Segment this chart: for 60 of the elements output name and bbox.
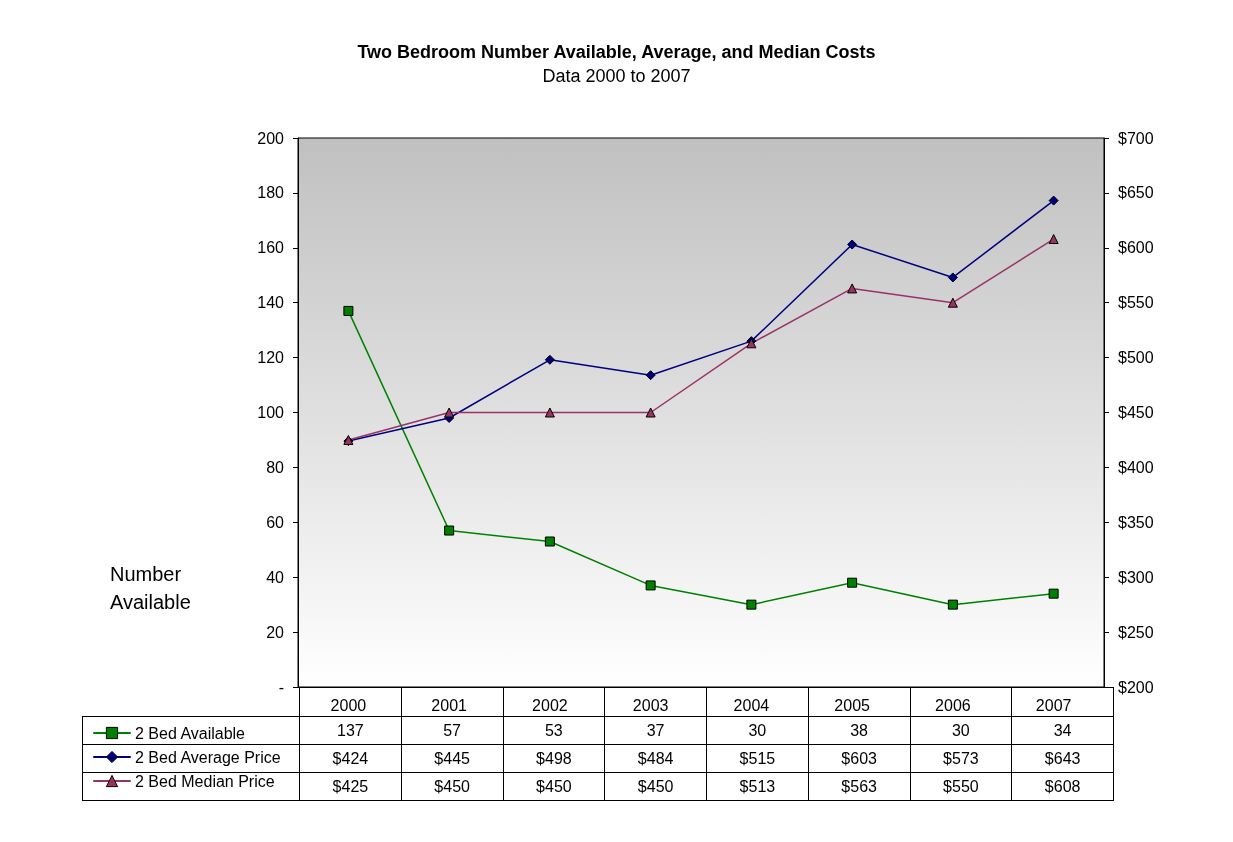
y2-tick-label: $250 <box>1118 623 1154 641</box>
data-label: $563 <box>808 772 910 801</box>
y2-tick-label: $450 <box>1118 404 1154 421</box>
data-label: 53 <box>503 716 605 745</box>
y-tick-label: 60 <box>266 513 285 531</box>
y2-tick-label: $650 <box>1118 184 1154 202</box>
y2-tick-label: $700 <box>1118 129 1154 147</box>
data-label: $550 <box>910 772 1012 801</box>
x-tick-label: 2001 <box>431 696 468 714</box>
y2-tick-label: $300 <box>1118 568 1154 586</box>
data-label: 30 <box>910 716 1012 745</box>
data-label: $450 <box>503 772 605 801</box>
data-label: $450 <box>401 772 503 801</box>
data-label: 30 <box>706 716 809 745</box>
y-tick-label: 140 <box>257 294 285 312</box>
x-tick-label: 2006 <box>935 696 971 714</box>
legend-label: 2 Bed Available <box>135 724 246 742</box>
chart-title: Two Bedroom Number Available, Average, and Median Costs <box>357 42 876 62</box>
y2-tick-label: $400 <box>1118 458 1154 476</box>
y-tick-label: 100 <box>257 404 285 421</box>
x-tick-label: 2002 <box>532 696 568 714</box>
data-label: $450 <box>604 772 707 801</box>
data-label: 38 <box>808 716 910 745</box>
y2-tick-label: $200 <box>1118 678 1154 696</box>
data-label: 37 <box>604 716 707 745</box>
data-label: $424 <box>299 744 402 773</box>
y2-tick-label: $500 <box>1118 349 1154 367</box>
y-tick-label: 200 <box>257 129 285 147</box>
y-tick-label: 160 <box>257 239 285 257</box>
y-tick-label: 80 <box>266 458 285 476</box>
y-tick-label: 40 <box>266 568 285 586</box>
legend-label: 2 Bed Average Price <box>135 748 281 766</box>
data-label: $643 <box>1011 744 1114 773</box>
x-tick-label: 2007 <box>1035 696 1072 714</box>
data-label: $513 <box>706 772 809 801</box>
data-label: $573 <box>910 744 1012 773</box>
y-tick-label: 120 <box>257 349 285 367</box>
data-label: 57 <box>401 716 503 745</box>
data-label: $425 <box>299 772 402 801</box>
data-label: 137 <box>299 716 402 745</box>
data-label: $515 <box>706 744 809 773</box>
data-label: $498 <box>503 744 605 773</box>
y2-tick-label: $350 <box>1118 513 1154 531</box>
data-label: $608 <box>1011 772 1114 801</box>
legend-label: 2 Bed Median Price <box>135 772 275 790</box>
y2-tick-label: $550 <box>1118 294 1154 312</box>
x-tick-label: 2005 <box>834 696 871 714</box>
y-axis-title: Number Available <box>110 563 191 613</box>
data-label: $484 <box>604 744 707 773</box>
y2-tick-label: $600 <box>1118 239 1154 257</box>
data-label: 34 <box>1011 716 1114 745</box>
data-label: $445 <box>401 744 503 773</box>
chart-subtitle: Data 2000 to 2007 <box>542 66 691 86</box>
x-tick-label: 2004 <box>733 696 770 714</box>
y-tick-label: 180 <box>257 184 285 202</box>
y-tick-label: - <box>278 678 284 696</box>
x-tick-label: 2000 <box>330 696 367 714</box>
data-label: $603 <box>808 744 910 773</box>
x-tick-label: 2003 <box>632 696 669 714</box>
y-tick-label: 20 <box>266 623 285 641</box>
